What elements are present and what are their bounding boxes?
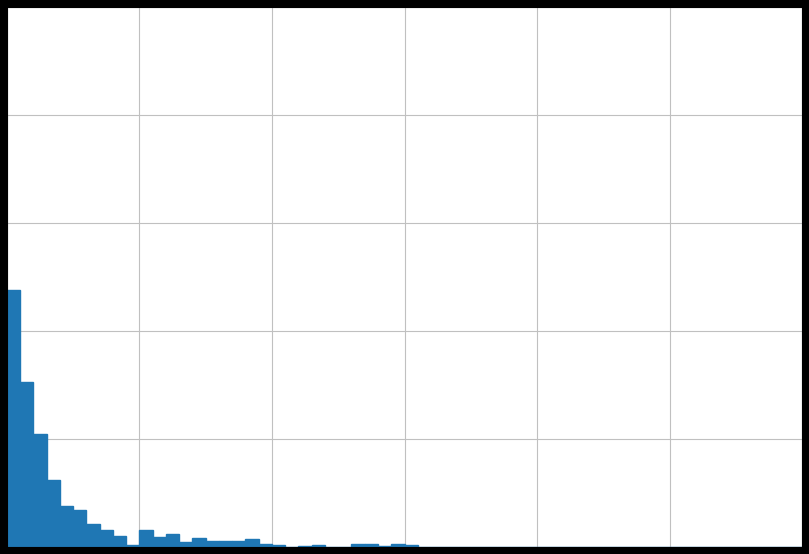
Bar bbox=[47, 480, 60, 547]
Bar bbox=[299, 546, 311, 547]
Bar bbox=[153, 536, 166, 547]
Bar bbox=[126, 545, 139, 547]
Bar bbox=[378, 546, 392, 547]
Bar bbox=[73, 510, 87, 547]
Bar bbox=[205, 541, 219, 547]
Bar bbox=[311, 545, 325, 547]
Bar bbox=[33, 434, 47, 547]
Bar bbox=[87, 524, 100, 547]
Bar bbox=[7, 290, 20, 547]
Bar bbox=[166, 534, 180, 547]
Bar bbox=[193, 538, 205, 547]
Bar bbox=[180, 542, 193, 547]
Bar bbox=[100, 530, 113, 547]
Bar bbox=[259, 545, 272, 547]
Bar bbox=[245, 539, 259, 547]
Bar bbox=[365, 545, 378, 547]
Bar bbox=[351, 543, 365, 547]
Bar bbox=[113, 536, 126, 547]
Bar bbox=[232, 541, 245, 547]
Bar bbox=[219, 541, 232, 547]
Bar bbox=[272, 545, 286, 547]
Bar bbox=[139, 530, 153, 547]
Bar bbox=[404, 545, 417, 547]
Bar bbox=[60, 506, 73, 547]
Bar bbox=[392, 545, 404, 547]
Bar bbox=[20, 382, 33, 547]
